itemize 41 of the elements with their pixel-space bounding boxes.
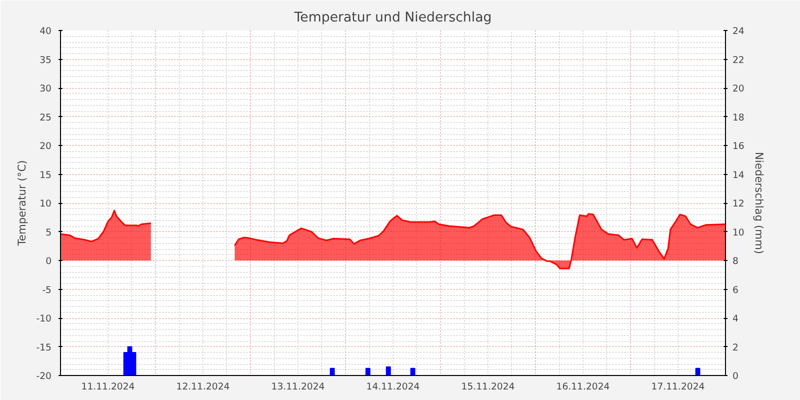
x-tick-label: 14.11.2024 <box>366 382 420 392</box>
bar <box>695 368 700 376</box>
x-tick-label: 12.11.2024 <box>176 382 230 392</box>
y2-tick-label: 24 <box>732 26 744 37</box>
y-tick-label: 25 <box>40 112 52 124</box>
y2-tick-label: 16 <box>732 141 744 152</box>
y2-tick-label: 22 <box>732 54 744 66</box>
y-tick-label: 15 <box>40 170 52 181</box>
y2-tick-label: 0 <box>732 371 738 382</box>
y2-tick-label: 6 <box>732 284 738 296</box>
y-tick-label: 40 <box>40 26 52 37</box>
x-tick-label: 11.11.2024 <box>81 382 135 392</box>
y2-axis-title: Niederschlag (mm) <box>752 152 766 254</box>
y-tick-label: 30 <box>40 84 52 94</box>
x-tick-label: 13.11.2024 <box>271 382 325 392</box>
y-tick-label: -10 <box>36 314 52 324</box>
bar <box>365 368 370 376</box>
y-tick-label: 20 <box>40 141 52 152</box>
y-tick-label: 10 <box>40 198 52 210</box>
x-tick-label: 15.11.2024 <box>461 382 515 392</box>
y-tick-label: -5 <box>42 284 52 296</box>
y2-tick-label: 4 <box>732 314 738 324</box>
bar <box>410 368 416 376</box>
x-tick-label: 16.11.2024 <box>556 382 610 392</box>
x-tick-label: 17.11.2024 <box>651 382 705 392</box>
y2-tick-label: 10 <box>732 227 744 238</box>
bar <box>330 368 335 376</box>
y-tick-label: 5 <box>46 227 52 238</box>
y-tick-label: -15 <box>36 342 52 354</box>
chart-title: Temperatur und Niederschlag <box>293 10 492 26</box>
y2-tick-label: 2 <box>732 342 738 354</box>
y-tick-label: -20 <box>36 371 52 382</box>
y-axis-title: Temperatur (°C) <box>15 160 28 247</box>
y-tick-label: 35 <box>40 54 52 66</box>
y2-tick-label: 18 <box>732 112 744 124</box>
y-tick-label: 0 <box>46 256 52 267</box>
y2-tick-label: 8 <box>732 256 738 267</box>
y2-tick-label: 12 <box>732 198 744 210</box>
bar <box>386 366 391 376</box>
y2-tick-label: 14 <box>732 170 744 181</box>
y2-tick-label: 20 <box>732 84 744 94</box>
